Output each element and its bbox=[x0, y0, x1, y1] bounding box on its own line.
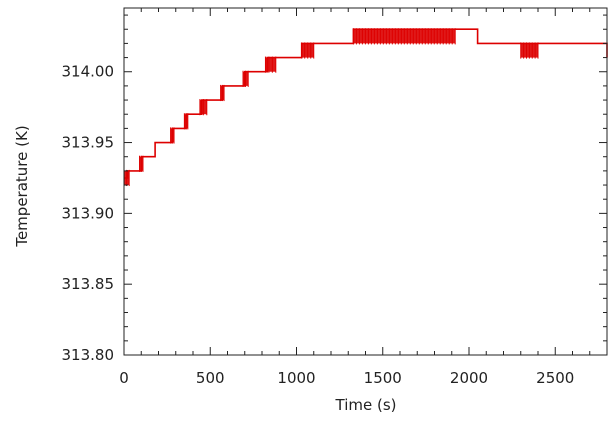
x-tick-label: 2500 bbox=[536, 369, 574, 387]
plot-frame bbox=[123, 7, 608, 356]
y-tick-label: 313.90 bbox=[62, 204, 115, 222]
x-axis-label: Time (s) bbox=[335, 396, 397, 414]
y-axis-label: Temperature (K) bbox=[13, 125, 31, 247]
fluctuation-band-7 bbox=[265, 57, 276, 72]
y-tick-label: 313.95 bbox=[62, 134, 115, 152]
fluctuation-bands bbox=[123, 28, 539, 187]
x-tick-label: 1500 bbox=[364, 369, 402, 387]
x-tick-label: 0 bbox=[119, 369, 129, 387]
axis-ticks bbox=[123, 8, 608, 356]
x-tick-label: 1000 bbox=[277, 369, 315, 387]
y-tick-labels: 313.80 313.85 313.90 313.95 314.00 bbox=[62, 63, 115, 364]
x-tick-labels: 0 500 1000 1500 2000 2500 bbox=[119, 369, 574, 387]
y-tick-label: 313.80 bbox=[62, 346, 115, 364]
x-tick-label: 2000 bbox=[450, 369, 488, 387]
x-tick-label: 500 bbox=[196, 369, 225, 387]
series-layer bbox=[124, 28, 608, 179]
y-tick-label: 313.85 bbox=[62, 275, 115, 293]
y-tick-label: 314.00 bbox=[62, 63, 115, 81]
temperature-series-line-0 bbox=[124, 28, 608, 179]
